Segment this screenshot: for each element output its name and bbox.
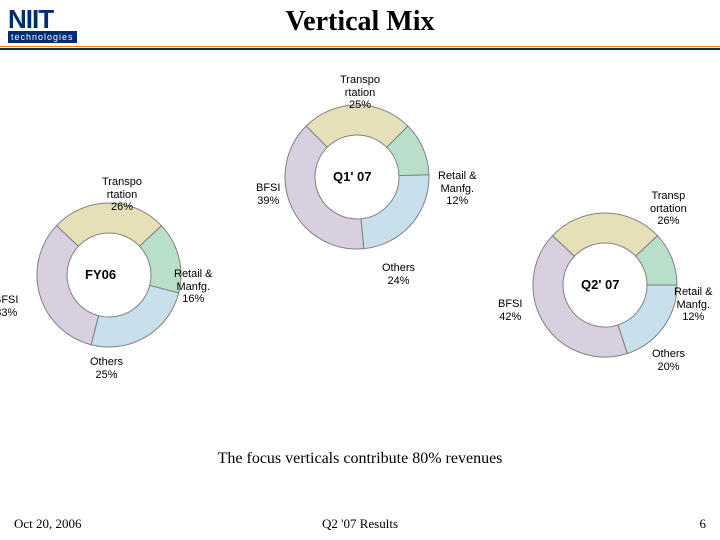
label-transportation: Transpo rtation 26% (102, 176, 142, 214)
logo: NIIT technologies (8, 4, 77, 43)
label-others: Others 25% (90, 356, 123, 381)
header-accent-rule (0, 46, 720, 47)
label-retail_manfg: Retail & Manfg. 12% (674, 286, 713, 324)
label-transportation: Transp ortation 26% (650, 190, 687, 228)
label-bfsi: BFSI 39% (256, 182, 280, 207)
donut-fy06: FY06Transpo rtation 26%Retail & Manfg. 1… (24, 190, 194, 360)
logo-main: NIIT (8, 4, 53, 34)
caption: The focus verticals contribute 80% reven… (0, 450, 720, 468)
donut-center-label: Q1' 07 (333, 169, 372, 184)
charts-area: FY06 Transpo rtation 26% Retail & Manfg. 1… (0, 50, 720, 410)
label-others: Others 20% (652, 348, 685, 373)
donut-q207: Q2' 07Transp ortation 26%Retail & Manfg.… (520, 200, 690, 370)
label-transportation: Transpo rtation 25% (340, 74, 380, 112)
label-retail_manfg: Retail & Manfg. 16% (174, 268, 213, 306)
logo-sub: technologies (8, 31, 77, 43)
footer-mid: Q2 '07 Results (322, 516, 398, 532)
label-bfsi: BFSI 33% (0, 294, 18, 319)
donut-center-label: Q2' 07 (581, 277, 620, 292)
donut-center-label: FY06 (85, 267, 116, 282)
footer-date: Oct 20, 2006 (14, 516, 82, 532)
page-title: Vertical Mix (285, 6, 434, 38)
footer-page: 6 (700, 516, 707, 532)
label-others: Others 24% (382, 262, 415, 287)
donut-q107: Q1' 07Transpo rtation 25%Retail & Manfg.… (262, 82, 452, 272)
header: NIIT technologies Vertical Mix (0, 0, 720, 50)
label-retail_manfg: Retail & Manfg. 12% (438, 170, 477, 208)
label-bfsi: BFSI 42% (498, 298, 522, 323)
